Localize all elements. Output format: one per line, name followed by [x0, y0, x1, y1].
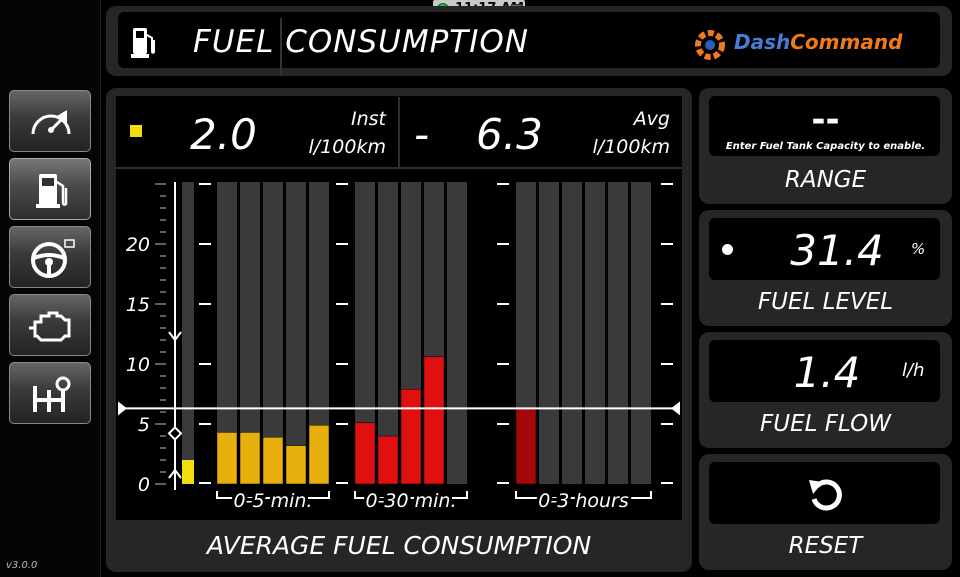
- data-bar: [515, 408, 537, 485]
- group-label: 0-3 hours: [538, 490, 629, 512]
- data-bar: [239, 432, 261, 485]
- range-label: RANGE: [784, 167, 867, 193]
- data-bar: [400, 388, 422, 485]
- avg-right-arrow-icon: [671, 401, 680, 416]
- scale-down-arrow-icon: [168, 331, 182, 342]
- avg-separator: -: [414, 110, 430, 159]
- sidebar-item-transmission[interactable]: [9, 362, 91, 424]
- instant-legend-swatch: [130, 125, 142, 137]
- chart-title: AVERAGE FUEL CONSUMPTION: [206, 531, 592, 560]
- fuel-level-label: FUEL LEVEL: [757, 289, 894, 315]
- bar-slot: [562, 182, 582, 484]
- page-title: FUEL CONSUMPTION: [193, 24, 529, 60]
- fuel-flow-unit: l/h: [902, 360, 925, 381]
- fuel-pump-icon: [36, 174, 68, 208]
- group-label: 0-5 min.: [234, 490, 313, 512]
- fuel-pump-icon: [131, 28, 155, 58]
- y-axis-tick-label: 10: [126, 354, 150, 376]
- gauge-icon: [31, 110, 71, 135]
- data-bar: [354, 422, 376, 485]
- instant-bar: [182, 460, 194, 484]
- consumption-chart: 0 5 10 15 20 0-5 min. 0-30 min. 0-3 hours: [118, 182, 680, 515]
- fuel-level-indicator-icon: [722, 244, 733, 255]
- instant-value: 2.0: [190, 110, 257, 159]
- data-bar: [262, 436, 284, 485]
- instant-bar-slot: [182, 182, 194, 484]
- avg-value: 6.3: [476, 110, 543, 159]
- version-label: v3.0.0: [6, 560, 38, 571]
- sidebar-item-driving[interactable]: [9, 226, 91, 288]
- range-hint: Enter Fuel Tank Capacity to enable.: [725, 141, 926, 152]
- engine-icon: [29, 311, 71, 342]
- bar-slot: [539, 182, 559, 484]
- y-axis-tick-label: 0: [138, 474, 150, 496]
- bar-slot: [608, 182, 628, 484]
- instant-unit: l/100km: [308, 136, 386, 158]
- range-widget[interactable]: -- Enter Fuel Tank Capacity to enable. R…: [699, 88, 952, 204]
- bar-slot: [447, 182, 467, 484]
- sidebar-item-fuel[interactable]: [9, 158, 91, 220]
- avg-left-arrow-icon: [118, 401, 127, 416]
- instant-label: Inst: [351, 108, 386, 130]
- data-bar: [216, 432, 238, 485]
- reset-button[interactable]: RESET: [699, 454, 952, 570]
- bar-slot: [631, 182, 651, 484]
- bar-slot: [286, 182, 306, 484]
- avg-label: Avg: [633, 108, 670, 130]
- reset-label: RESET: [788, 533, 863, 559]
- data-bar: [423, 356, 445, 485]
- fuel-flow-value: 1.4: [793, 348, 861, 397]
- group-label: 0-30 min.: [365, 490, 456, 512]
- y-axis-tick-label: 5: [138, 414, 150, 436]
- bar-slot: [585, 182, 605, 484]
- data-bar: [377, 435, 399, 485]
- gear-logo-icon: [695, 30, 725, 60]
- logo-text-command: Command: [790, 30, 903, 54]
- steering-wheel-icon: [31, 239, 75, 278]
- fuel-level-widget[interactable]: 31.4 % FUEL LEVEL: [699, 210, 952, 326]
- sidebar: v3.0.0: [0, 0, 101, 577]
- group-bracket: [216, 491, 330, 499]
- scale-up-arrow-icon: [168, 468, 182, 479]
- logo-text-dash: Dash: [734, 30, 791, 54]
- y-axis-tick-label: 20: [126, 234, 150, 256]
- gear-shift-icon: [33, 376, 71, 412]
- sidebar-item-dashboard[interactable]: [9, 90, 91, 152]
- data-bar: [308, 424, 330, 485]
- y-axis-tick-label: 15: [126, 294, 150, 316]
- header: [106, 6, 952, 76]
- range-value: --: [811, 100, 840, 140]
- reset-icon: [809, 479, 842, 511]
- fuel-level-unit: %: [911, 240, 926, 258]
- avg-diamond-marker: [167, 425, 183, 441]
- sidebar-item-engine[interactable]: [9, 294, 91, 356]
- fuel-level-value: 31.4: [790, 226, 884, 275]
- group-bracket: [354, 491, 468, 499]
- fuel-flow-label: FUEL FLOW: [760, 411, 891, 437]
- data-bar: [285, 445, 307, 485]
- avg-unit: l/100km: [592, 136, 670, 158]
- group-bracket: [515, 491, 652, 499]
- fuel-flow-widget[interactable]: 1.4 l/h FUEL FLOW: [699, 332, 952, 448]
